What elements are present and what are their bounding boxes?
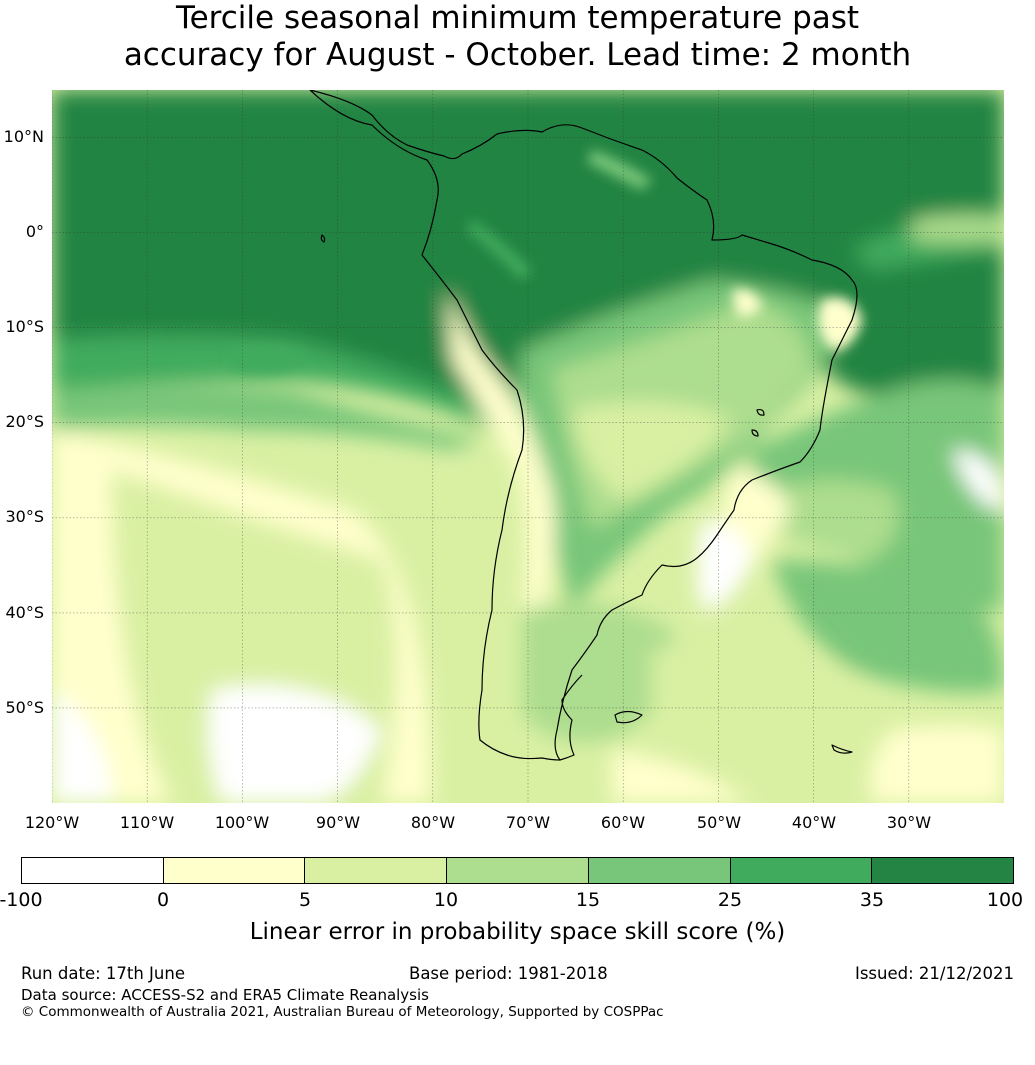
issued-date: Issued: 21/12/2021 <box>854 964 1014 983</box>
lon-label-80w: 80°W <box>410 813 456 832</box>
run-date: Run date: 17th June <box>21 964 185 983</box>
lat-label-40s: 40°S <box>5 603 44 622</box>
colorbar-tick-5: 5 <box>298 889 312 911</box>
colorbar-tick-25: 25 <box>717 889 743 911</box>
lon-label-120w: 120°W <box>24 813 80 832</box>
lat-label-20s: 20°S <box>5 412 44 431</box>
coastline <box>309 90 858 761</box>
lon-label-30w: 30°W <box>886 813 932 832</box>
title-line-1: Tercile seasonal minimum temperature pas… <box>175 0 860 36</box>
skill-score-map <box>52 90 1004 803</box>
lon-label-110w: 110°W <box>119 813 175 832</box>
colorbar-tick-0: 0 <box>156 889 170 911</box>
lat-label-30s: 30°S <box>5 507 44 526</box>
lat-label-50s: 50°S <box>5 698 44 717</box>
skill-field <box>52 90 1004 803</box>
lon-label-50w: 50°W <box>696 813 742 832</box>
colorbar <box>21 857 1014 884</box>
lat-label-0: 0° <box>25 222 44 241</box>
colorbar-segment-15-25 <box>588 858 731 883</box>
colorbar-tick-35: 35 <box>859 889 885 911</box>
data-source: Data source: ACCESS-S2 and ERA5 Climate … <box>21 986 429 1004</box>
lon-label-100w: 100°W <box>214 813 270 832</box>
colorbar-tick-m100: -100 <box>0 889 43 911</box>
colorbar-segment-5-10 <box>305 858 448 883</box>
gridlines <box>52 90 1004 803</box>
colorbar-segment-0-5 <box>163 858 306 883</box>
lon-label-60w: 60°W <box>600 813 646 832</box>
colorbar-segment-10-15 <box>447 858 589 883</box>
base-period: Base period: 1981-2018 <box>409 964 608 983</box>
colorbar-tick-100: 100 <box>986 889 1024 911</box>
title-line-2: accuracy for August - October. Lead time… <box>123 37 912 73</box>
lat-label-10s: 10°S <box>5 317 44 336</box>
colorbar-tick-10: 10 <box>433 889 459 911</box>
lon-label-90w: 90°W <box>315 813 361 832</box>
colorbar-label: Linear error in probability space skill … <box>249 919 786 945</box>
chart-title: Tercile seasonal minimum temperature pas… <box>0 0 1035 74</box>
copyright: © Commonwealth of Australia 2021, Austra… <box>21 1004 664 1020</box>
colorbar-segment-35-100 <box>872 858 1014 883</box>
colorbar-segment-25-35 <box>730 858 873 883</box>
lat-label-10n: 10°N <box>3 127 44 146</box>
lon-label-40w: 40°W <box>791 813 837 832</box>
colorbar-segment-m100-0 <box>22 858 164 883</box>
lon-label-70w: 70°W <box>505 813 551 832</box>
colorbar-tick-15: 15 <box>575 889 601 911</box>
